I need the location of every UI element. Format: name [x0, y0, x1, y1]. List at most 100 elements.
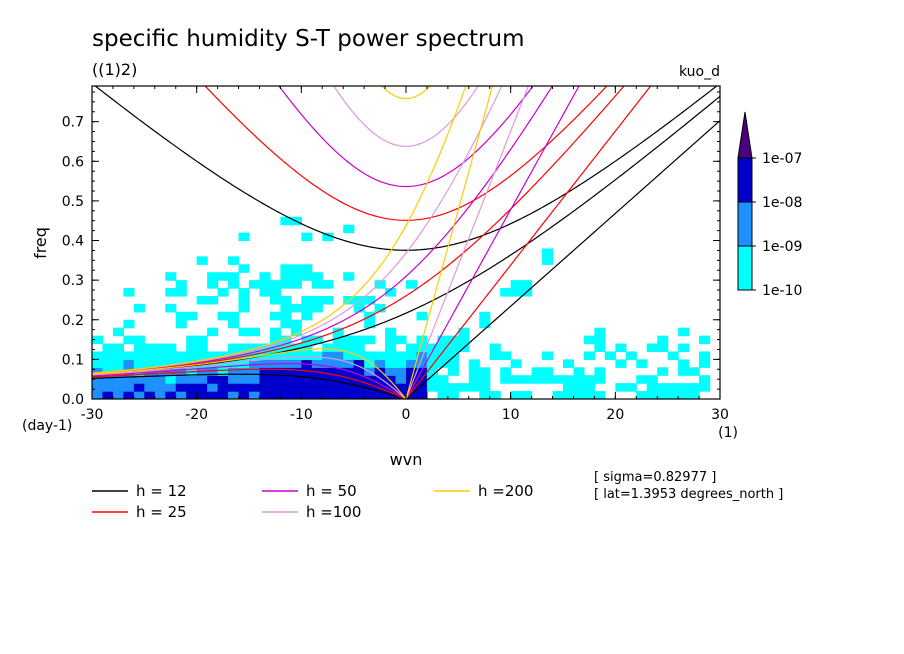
- heat-cell: [458, 383, 470, 392]
- chart-title: specific humidity S-T power spectrum: [92, 26, 524, 52]
- heat-cell: [301, 232, 313, 242]
- heat-cell: [175, 311, 187, 321]
- heat-cell: [364, 359, 376, 368]
- heat-cell: [322, 351, 334, 360]
- heat-cell: [657, 343, 669, 353]
- heat-cell: [165, 367, 177, 376]
- heat-cell: [238, 264, 250, 273]
- heat-cell: [249, 375, 261, 384]
- heat-cell: [290, 351, 302, 360]
- heat-cell: [112, 327, 124, 337]
- heat-cell: [385, 367, 397, 376]
- heat-cell: [301, 375, 313, 384]
- heat-cell: [301, 343, 313, 353]
- heat-cell: [437, 351, 449, 360]
- heat-cell: [395, 335, 407, 345]
- heat-cell: [228, 383, 240, 392]
- heat-cell: [510, 375, 522, 384]
- heat-cell: [406, 367, 418, 376]
- heat-cell: [437, 343, 449, 353]
- heat-cell: [144, 383, 156, 392]
- heat-cell: [343, 391, 355, 399]
- heat-cell: [636, 391, 648, 399]
- heat-cell: [238, 343, 250, 353]
- heat-cell: [573, 367, 585, 376]
- heat-cell: [594, 367, 606, 376]
- heat-cell: [406, 280, 418, 289]
- heat-cell: [563, 383, 575, 392]
- heat-cell: [154, 375, 166, 384]
- heat-cell: [217, 391, 229, 399]
- inertia-gravity-curve: [94, 86, 718, 251]
- heat-cell: [249, 367, 261, 376]
- heat-cell: [426, 383, 438, 392]
- heat-cell: [364, 351, 376, 360]
- heat-cell: [133, 303, 145, 313]
- heat-cell: [437, 375, 449, 384]
- heat-cell: [573, 375, 585, 384]
- heat-cell: [563, 359, 575, 368]
- heat-cell: [447, 335, 459, 345]
- heat-cell: [165, 288, 177, 297]
- heat-cell: [667, 391, 679, 399]
- heat-cell: [238, 295, 250, 305]
- y-tick-label: 0.0: [62, 392, 84, 408]
- heat-cell: [322, 367, 334, 376]
- heat-cell: [531, 375, 543, 384]
- heat-cell: [92, 391, 104, 399]
- heat-cell: [269, 351, 281, 360]
- heat-cell: [280, 264, 292, 273]
- heat-cell: [207, 280, 219, 289]
- x-tick-label: 30: [711, 407, 729, 423]
- heat-cell: [228, 256, 240, 265]
- heat-cell: [228, 391, 240, 399]
- mrg-curve: [92, 86, 625, 375]
- heat-cell: [678, 383, 690, 392]
- heat-cell: [133, 335, 145, 345]
- colorbar-label: 1e-07: [762, 151, 802, 167]
- heat-cell: [165, 375, 177, 384]
- heat-cell: [280, 311, 292, 321]
- legend-label: h = 12: [136, 482, 187, 500]
- inertia-gravity-curve: [278, 86, 534, 188]
- heat-cell: [280, 319, 292, 329]
- heat-cell: [301, 272, 313, 281]
- heat-cell: [573, 391, 585, 399]
- colorbar-segment: [737, 201, 753, 247]
- legend-label: h =100: [306, 503, 361, 521]
- heat-cell: [500, 367, 512, 376]
- heat-cell: [479, 375, 491, 384]
- heat-cell: [332, 375, 344, 384]
- heat-cell: [102, 375, 114, 384]
- heat-cell: [374, 391, 386, 399]
- heat-cell: [688, 367, 700, 376]
- heat-cell: [133, 351, 145, 360]
- heat-cell: [542, 351, 554, 360]
- heat-cell: [280, 280, 292, 289]
- heat-cell: [489, 391, 501, 399]
- heat-cell: [123, 319, 135, 329]
- y-tick-label: 0.5: [62, 194, 84, 210]
- heat-cell: [657, 383, 669, 392]
- heat-cell: [510, 288, 522, 297]
- heat-cell: [269, 367, 281, 376]
- heat-cell: [280, 216, 292, 226]
- heat-cell: [699, 383, 711, 392]
- heat-cell: [437, 383, 449, 392]
- heat-cell: [374, 359, 386, 368]
- heat-cell: [207, 295, 219, 305]
- heat-cell: [175, 319, 187, 329]
- heat-cell: [479, 391, 491, 399]
- heat-cell: [385, 335, 397, 345]
- heat-cell: [552, 391, 564, 399]
- heat-cell: [217, 375, 229, 384]
- heat-cell: [322, 343, 334, 353]
- heat-cell: [406, 351, 418, 360]
- colorbar-label: 1e-10: [762, 283, 802, 299]
- heat-cell: [437, 391, 449, 399]
- heat-cell: [102, 391, 114, 399]
- heat-cell: [489, 351, 501, 360]
- mrg-curve: [92, 86, 503, 374]
- heat-cell: [301, 335, 313, 345]
- heat-cell: [657, 367, 669, 376]
